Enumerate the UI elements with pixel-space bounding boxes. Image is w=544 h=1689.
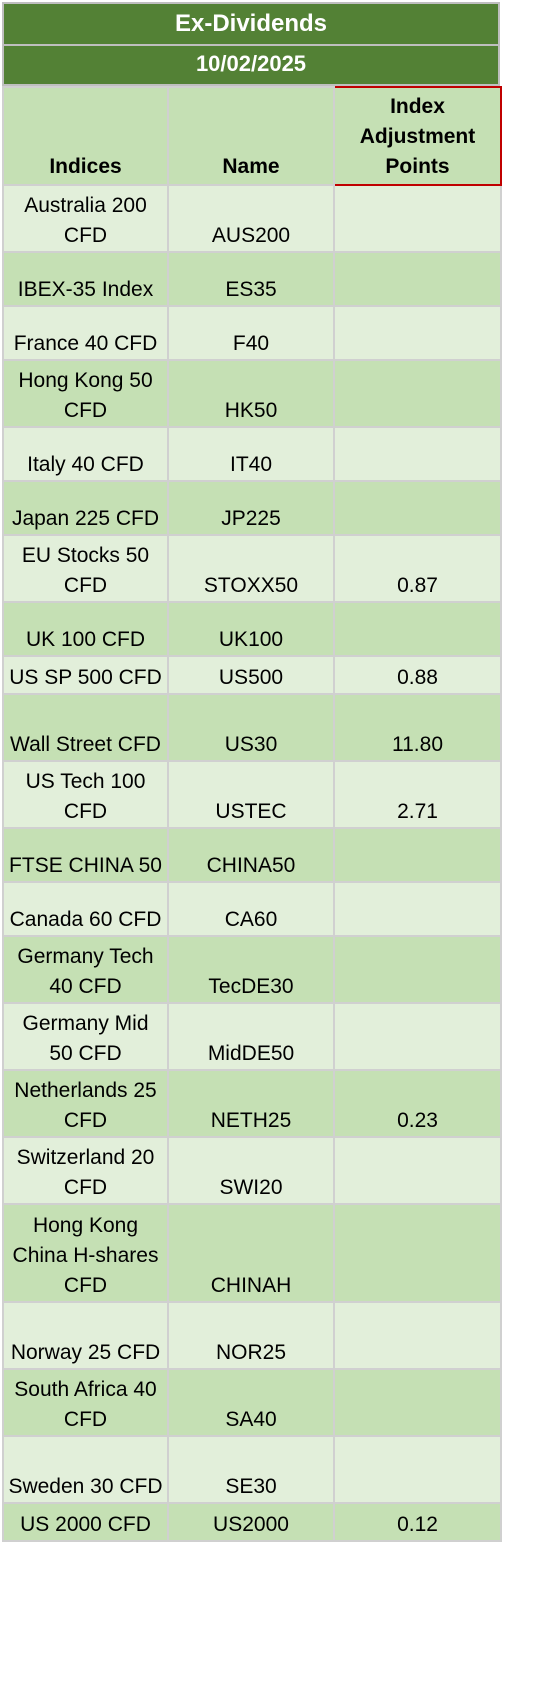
- table-row: South Africa 40 CFD SA40: [2, 1368, 502, 1437]
- index-cell: Germany Mid 50 CFD: [2, 1002, 169, 1071]
- table-row: Wall Street CFD US30 11.80: [2, 693, 502, 762]
- name-cell: USTEC: [167, 760, 335, 829]
- name-cell: AUS200: [167, 184, 335, 253]
- name-cell: US2000: [167, 1502, 335, 1542]
- adjustment-points-cell: [333, 480, 502, 536]
- table-row: EU Stocks 50 CFD STOXX50 0.87: [2, 534, 502, 603]
- adjustment-points-cell: 0.12: [333, 1502, 502, 1542]
- name-cell: UK100: [167, 601, 335, 657]
- adjustment-points-cell: [333, 1435, 502, 1504]
- table-row: US SP 500 CFD US500 0.88: [2, 655, 502, 695]
- index-cell: Norway 25 CFD: [2, 1301, 169, 1370]
- index-cell: Sweden 30 CFD: [2, 1435, 169, 1504]
- adjustment-points-cell: 2.71: [333, 760, 502, 829]
- index-cell: US Tech 100 CFD: [2, 760, 169, 829]
- name-cell: SA40: [167, 1368, 335, 1437]
- adjustment-points-cell: [333, 184, 502, 253]
- index-cell: Japan 225 CFD: [2, 480, 169, 536]
- adjustment-points-cell: [333, 935, 502, 1004]
- index-cell: Hong Kong 50 CFD: [2, 359, 169, 428]
- table-row: US Tech 100 CFD USTEC 2.71: [2, 760, 502, 829]
- index-cell: Canada 60 CFD: [2, 881, 169, 937]
- ex-dividends-sheet: Ex-Dividends 10/02/2025 Indices Name Ind…: [2, 2, 502, 1542]
- table-row: Italy 40 CFD IT40: [2, 426, 502, 482]
- header-row: Indices Name Index Adjustment Points: [2, 86, 502, 186]
- table-row: Germany Tech 40 CFD TecDE30: [2, 935, 502, 1004]
- name-cell: IT40: [167, 426, 335, 482]
- table-row: FTSE CHINA 50 CHINA50: [2, 827, 502, 883]
- name-cell: HK50: [167, 359, 335, 428]
- adjustment-points-cell: [333, 251, 502, 307]
- index-cell: Netherlands 25 CFD: [2, 1069, 169, 1138]
- index-cell: France 40 CFD: [2, 305, 169, 361]
- index-cell: Australia 200 CFD: [2, 184, 169, 253]
- index-cell: US SP 500 CFD: [2, 655, 169, 695]
- adjustment-points-cell: [333, 1368, 502, 1437]
- index-cell: Hong Kong China H-shares CFD: [2, 1203, 169, 1303]
- name-cell: STOXX50: [167, 534, 335, 603]
- index-cell: South Africa 40 CFD: [2, 1368, 169, 1437]
- table-row: Netherlands 25 CFD NETH25 0.23: [2, 1069, 502, 1138]
- index-cell: Switzerland 20 CFD: [2, 1136, 169, 1205]
- index-cell: UK 100 CFD: [2, 601, 169, 657]
- adjustment-points-cell: [333, 1203, 502, 1303]
- sheet-title: Ex-Dividends: [2, 2, 500, 46]
- table-row: US 2000 CFD US2000 0.12: [2, 1502, 502, 1542]
- index-cell: EU Stocks 50 CFD: [2, 534, 169, 603]
- adjustment-points-cell: 0.87: [333, 534, 502, 603]
- index-cell: IBEX-35 Index: [2, 251, 169, 307]
- table-row: IBEX-35 Index ES35: [2, 251, 502, 307]
- adjustment-points-cell: [333, 881, 502, 937]
- table-row: Switzerland 20 CFD SWI20: [2, 1136, 502, 1205]
- name-cell: ES35: [167, 251, 335, 307]
- header-name: Name: [167, 86, 335, 186]
- header-indices: Indices: [2, 86, 169, 186]
- name-cell: JP225: [167, 480, 335, 536]
- table-row: Norway 25 CFD NOR25: [2, 1301, 502, 1370]
- name-cell: CHINA50: [167, 827, 335, 883]
- adjustment-points-cell: 11.80: [333, 693, 502, 762]
- dividends-table: Indices Name Index Adjustment Points Aus…: [2, 86, 502, 1542]
- name-cell: NOR25: [167, 1301, 335, 1370]
- index-cell: US 2000 CFD: [2, 1502, 169, 1542]
- adjustment-points-cell: 0.23: [333, 1069, 502, 1138]
- adjustment-points-cell: 0.88: [333, 655, 502, 695]
- adjustment-points-cell: [333, 1002, 502, 1071]
- name-cell: F40: [167, 305, 335, 361]
- adjustment-points-cell: [333, 827, 502, 883]
- table-row: Canada 60 CFD CA60: [2, 881, 502, 937]
- adjustment-points-cell: [333, 426, 502, 482]
- name-cell: US500: [167, 655, 335, 695]
- name-cell: US30: [167, 693, 335, 762]
- table-row: Japan 225 CFD JP225: [2, 480, 502, 536]
- name-cell: CHINAH: [167, 1203, 335, 1303]
- table-body: Australia 200 CFD AUS200 IBEX-35 Index ES35…: [2, 184, 502, 1542]
- table-row: France 40 CFD F40: [2, 305, 502, 361]
- name-cell: MidDE50: [167, 1002, 335, 1071]
- adjustment-points-cell: [333, 305, 502, 361]
- index-cell: Wall Street CFD: [2, 693, 169, 762]
- adjustment-points-cell: [333, 1136, 502, 1205]
- header-adjustment-points: Index Adjustment Points: [333, 86, 502, 186]
- table-row: Germany Mid 50 CFD MidDE50: [2, 1002, 502, 1071]
- name-cell: NETH25: [167, 1069, 335, 1138]
- name-cell: SWI20: [167, 1136, 335, 1205]
- sheet-date: 10/02/2025: [2, 46, 500, 86]
- name-cell: CA60: [167, 881, 335, 937]
- name-cell: TecDE30: [167, 935, 335, 1004]
- table-row: Hong Kong China H-shares CFD CHINAH: [2, 1203, 502, 1303]
- adjustment-points-cell: [333, 1301, 502, 1370]
- index-cell: Germany Tech 40 CFD: [2, 935, 169, 1004]
- adjustment-points-cell: [333, 359, 502, 428]
- table-row: UK 100 CFD UK100: [2, 601, 502, 657]
- table-row: Sweden 30 CFD SE30: [2, 1435, 502, 1504]
- adjustment-points-cell: [333, 601, 502, 657]
- index-cell: Italy 40 CFD: [2, 426, 169, 482]
- table-row: Australia 200 CFD AUS200: [2, 184, 502, 253]
- index-cell: FTSE CHINA 50: [2, 827, 169, 883]
- name-cell: SE30: [167, 1435, 335, 1504]
- table-row: Hong Kong 50 CFD HK50: [2, 359, 502, 428]
